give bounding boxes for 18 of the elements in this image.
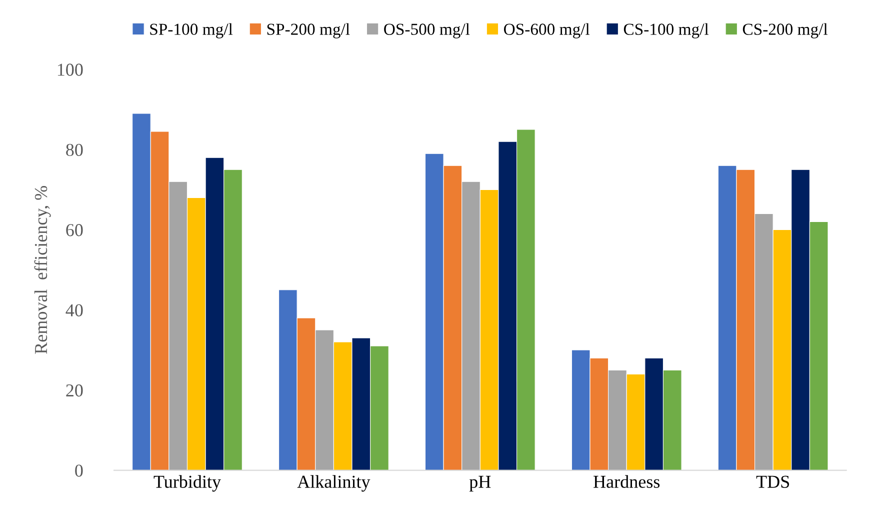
y-tick-label: 100 (58, 64, 83, 76)
y-tick-label: 60 (66, 224, 83, 236)
x-tick-label: TDS (756, 476, 790, 488)
y-tick-label: 40 (66, 304, 83, 316)
legend-label: OS-500 mg/l (384, 23, 470, 38)
legend-label: OS-600 mg/l (504, 23, 590, 38)
x-tick-label: pH (469, 476, 491, 492)
y-axis-title: Removal efficiency, % (34, 186, 51, 354)
legend-label: SP-200 mg/l (267, 23, 350, 38)
x-tick-label: Hardness (594, 475, 660, 488)
legend-label: CS-200 mg/l (742, 23, 828, 38)
y-tick-label: 0 (75, 464, 83, 477)
legend-label: CS-100 mg/l (624, 23, 709, 38)
y-tick-label: 80 (66, 144, 83, 156)
x-tick-label: Turbidity (154, 475, 221, 492)
x-tick-label: Alkalinity (297, 475, 370, 492)
legend-label: SP-100 mg/l (150, 23, 233, 38)
y-tick-label: 20 (66, 384, 83, 397)
